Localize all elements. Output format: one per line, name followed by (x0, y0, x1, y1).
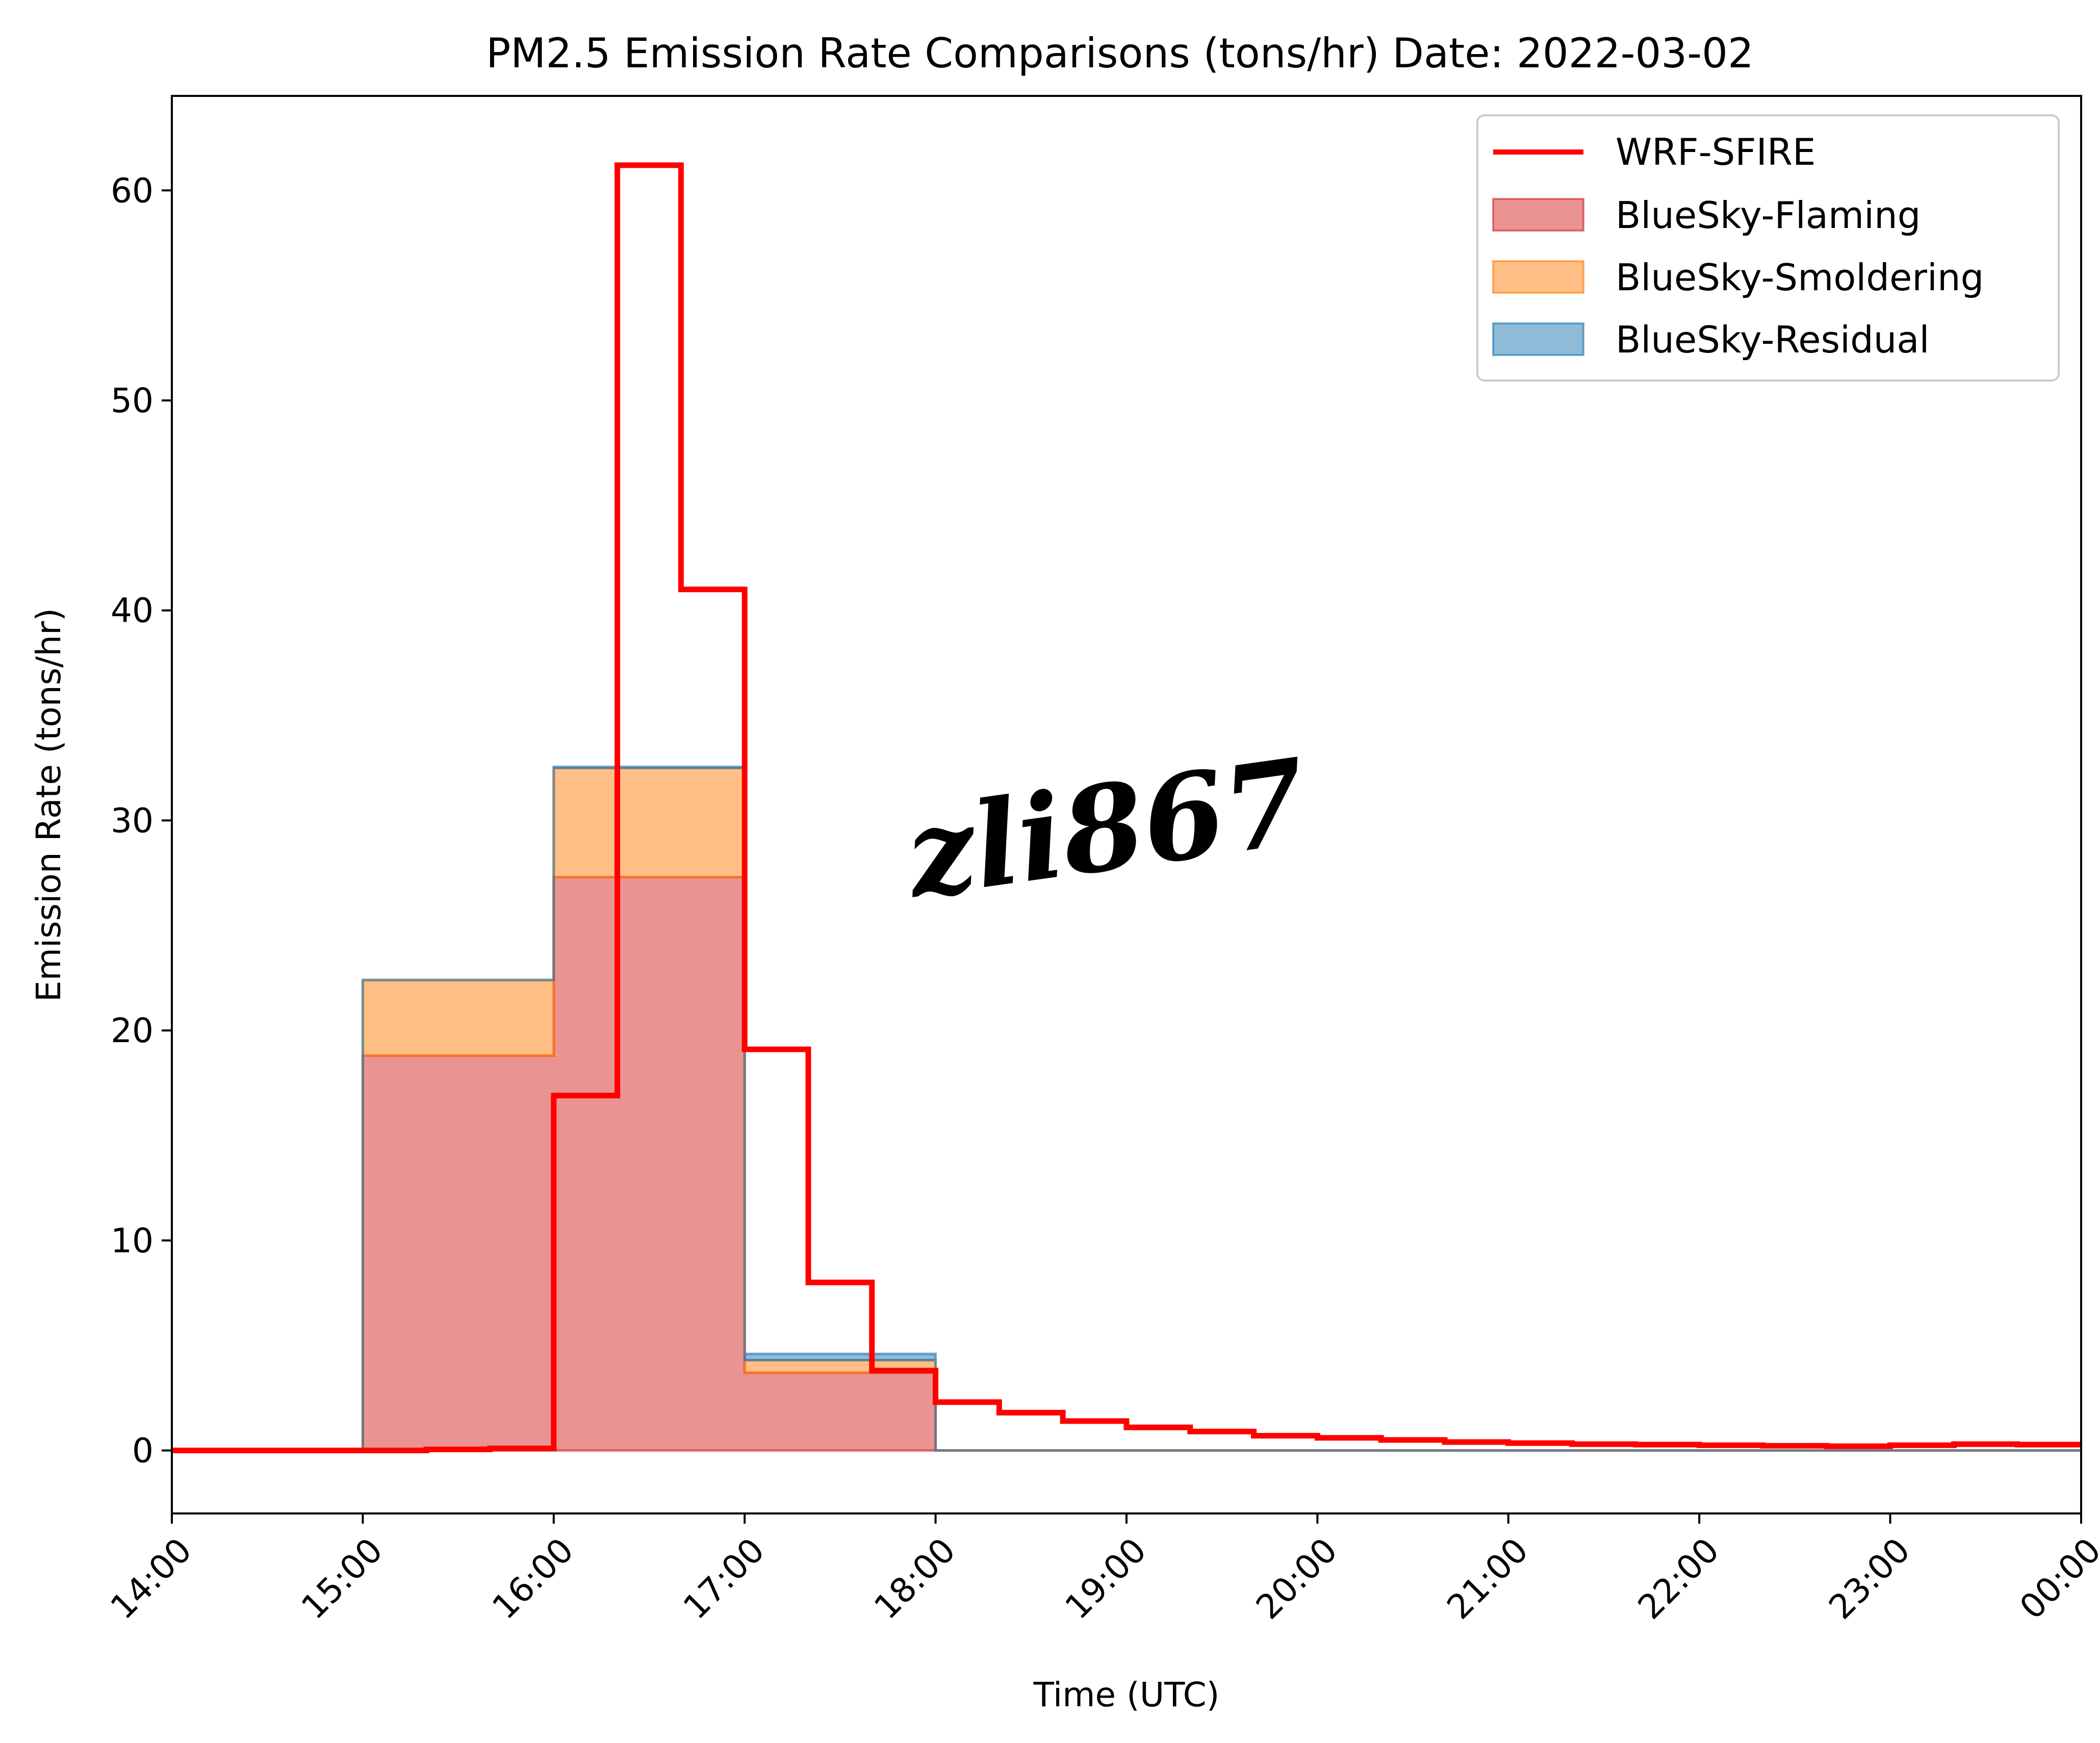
legend-swatch-bluesky-flaming (1492, 198, 1584, 232)
legend-label-wrf-sfire: WRF-SFIRE (1616, 131, 1815, 173)
legend-frame (1476, 114, 2060, 382)
y-axis: 0 10 20 30 40 50 60 (111, 171, 172, 1470)
legend-label-bluesky-smoldering: BlueSky-Smoldering (1616, 256, 1984, 299)
x-axis-title: Time (UTC) (1033, 1675, 1220, 1714)
y-tick-label: 10 (111, 1221, 153, 1260)
legend: WRF-SFIRE BlueSky-Flaming BlueSky-Smolde… (1476, 114, 2060, 382)
y-tick-label: 30 (111, 801, 153, 840)
legend-swatch-bluesky-residual (1492, 322, 1584, 356)
y-tick-label: 40 (111, 591, 153, 630)
y-tick-label: 50 (111, 381, 153, 420)
y-tick-label: 20 (111, 1011, 153, 1050)
y-tick-label: 0 (132, 1431, 153, 1470)
y-axis-title: Emission Rate (tons/hr) (29, 608, 68, 1002)
legend-swatch-bluesky-smoldering (1492, 260, 1584, 294)
line-wrf-sfire (172, 162, 2081, 1453)
chart-title: PM2.5 Emission Rate Comparisons (tons/hr… (486, 30, 1754, 77)
legend-label-bluesky-flaming: BlueSky-Flaming (1616, 194, 1921, 237)
wrf-line-layer (172, 162, 2081, 1453)
plot-area (172, 162, 2081, 1453)
y-tick-label: 60 (111, 171, 153, 210)
area-bluesky-residual (172, 765, 2081, 1452)
stacked-areas (172, 765, 2081, 1452)
legend-label-bluesky-residual: BlueSky-Residual (1616, 318, 1930, 361)
